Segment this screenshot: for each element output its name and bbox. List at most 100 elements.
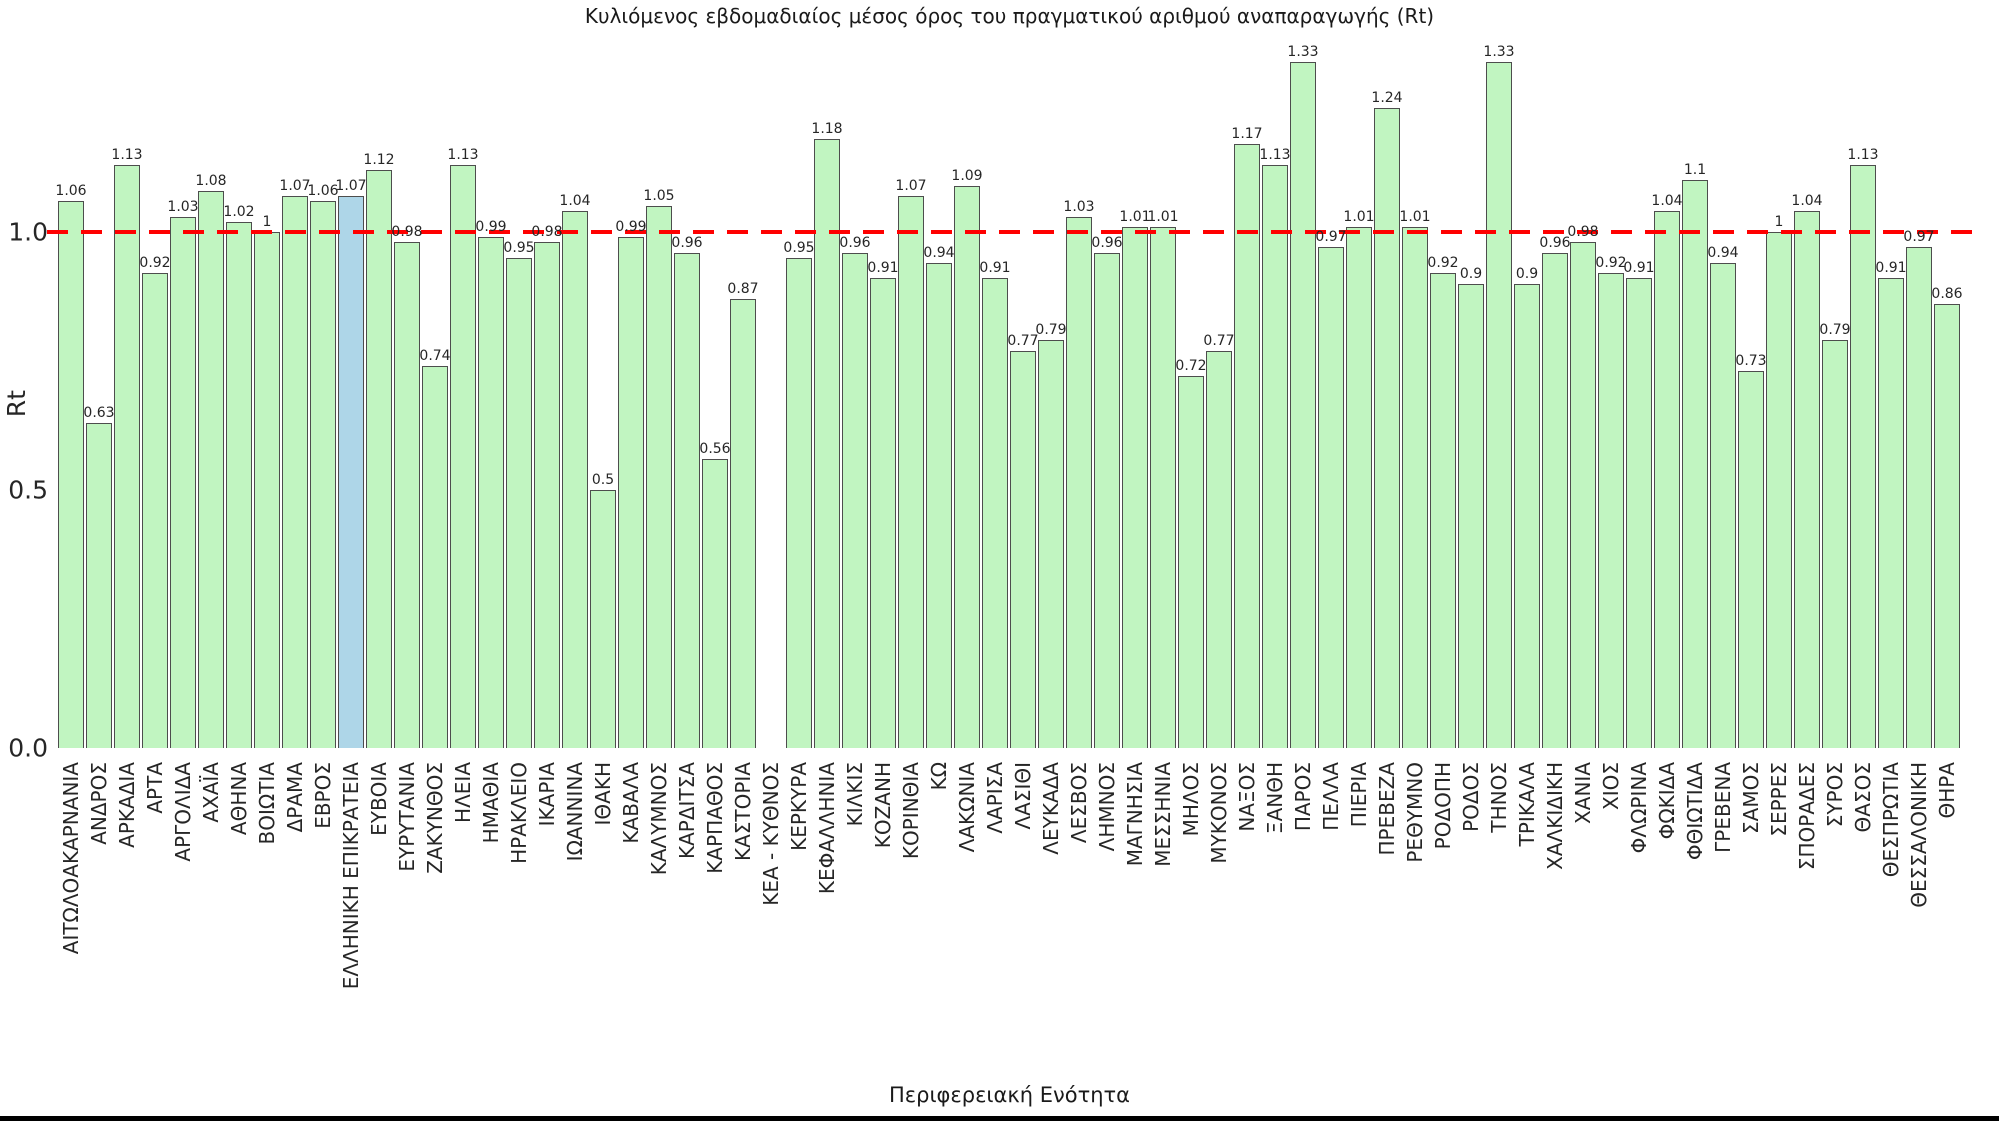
xtick-ΑΧΑΪΑ: ΑΧΑΪΑ: [199, 762, 223, 823]
bar-value-label: 0.91: [979, 260, 1011, 276]
bar-value-label: 1.05: [643, 188, 675, 204]
bar-ΑΧΑΪΑ: [198, 191, 224, 748]
xtick-ΜΥΚΟΝΟΣ: ΜΥΚΟΝΟΣ: [1207, 762, 1231, 864]
bar-value-label: 0.96: [1091, 235, 1123, 251]
xtick-ΑΝΔΡΟΣ: ΑΝΔΡΟΣ: [87, 762, 111, 845]
xtick-ΠΑΡΟΣ: ΠΑΡΟΣ: [1291, 762, 1315, 832]
bar-value-label: 0.9: [1515, 266, 1539, 282]
xtick-ΚΑΡΔΙΤΣΑ: ΚΑΡΔΙΤΣΑ: [675, 762, 699, 859]
xtick-ΗΛΕΙΑ: ΗΛΕΙΑ: [451, 762, 475, 823]
xtick-ΚΕΑ - ΚΥΘΝΟΣ: ΚΕΑ - ΚΥΘΝΟΣ: [759, 762, 783, 906]
bar-value-label: 0.96: [839, 235, 871, 251]
xtick-ΖΑΚΥΝΘΟΣ: ΖΑΚΥΝΘΟΣ: [423, 762, 447, 874]
bar-ΓΡΕΒΕΝΑ: [1710, 263, 1736, 748]
bar-value-label: 0.72: [1175, 358, 1207, 374]
xtick-ΚΑΒΑΛΑ: ΚΑΒΑΛΑ: [619, 762, 643, 844]
x-axis-label: Περιφερειακή Ενότητα: [888, 1083, 1131, 1107]
bar-value-label: 1.02: [223, 204, 255, 220]
bar-value-label: 0.9: [1459, 266, 1483, 282]
plot-area: 1.06 0.63 1.13 0.92 1.03 1.08 1.02 1 1.07 1.06 1.0…: [47, 40, 1976, 748]
xtick-ΤΡΙΚΑΛΑ: ΤΡΙΚΑΛΑ: [1515, 762, 1539, 847]
xtick-ΕΥΡΥΤΑΝΙΑ: ΕΥΡΥΤΑΝΙΑ: [395, 762, 419, 872]
bar-value-label: 1.13: [1259, 147, 1291, 163]
bar-value-label: 1.06: [307, 183, 339, 199]
bottom-border: [0, 1116, 1999, 1121]
bar-ΡΟΔΟΣ: [1458, 284, 1484, 748]
bar-value-label: 1.24: [1371, 90, 1403, 106]
bar-ΚΑΡΔΙΤΣΑ: [674, 253, 700, 748]
bar-value-label: 0.98: [1567, 224, 1599, 240]
bar-ΤΗΝΟΣ: [1486, 62, 1512, 748]
bar-value-label: 0.79: [1819, 322, 1851, 338]
bar-ΜΕΣΣΗΝΙΑ: [1150, 227, 1176, 748]
bar-value-label: 1.13: [1847, 147, 1879, 163]
xtick-ΤΗΝΟΣ: ΤΗΝΟΣ: [1487, 762, 1511, 833]
bar-ΕΥΡΥΤΑΝΙΑ: [394, 242, 420, 748]
xtick-ΘΑΣΟΣ: ΘΑΣΟΣ: [1851, 762, 1875, 833]
bar-ΘΑΣΟΣ: [1850, 165, 1876, 748]
bar-value-label: 0.95: [503, 240, 535, 256]
bar-ΦΩΚΙΔΑ: [1654, 211, 1680, 748]
bar-ΛΗΜΝΟΣ: [1094, 253, 1120, 748]
bar-ΣΕΡΡΕΣ: [1766, 232, 1792, 748]
bar-ΑΝΔΡΟΣ: [86, 423, 112, 748]
bar-ΣΑΜΟΣ: [1738, 371, 1764, 748]
bar-value-label: 1: [1774, 214, 1784, 230]
bar-value-label: 1.18: [811, 121, 843, 137]
bar-value-label: 1.03: [167, 199, 199, 215]
bar-value-label: 0.73: [1735, 353, 1767, 369]
x-axis-tick-labels: ΑΙΤΩΛΟΑΚΑΡΝΑΝΙΑ ΑΝΔΡΟΣ ΑΡΚΑΔΙΑ ΑΡΤΑ ΑΡΓΟΛΙΔΑ…: [57, 762, 1962, 1062]
xtick-ΧΙΟΣ: ΧΙΟΣ: [1599, 762, 1623, 810]
bar-value-label: 0.79: [1035, 322, 1067, 338]
bar-ΑΙΤΩΛΟΑΚΑΡΝΑΝΙΑ: [58, 201, 84, 748]
xtick-ΑΙΤΩΛΟΑΚΑΡΝΑΝΙΑ: ΑΙΤΩΛΟΑΚΑΡΝΑΝΙΑ: [59, 762, 83, 955]
xtick-ΚΟΖΑΝΗ: ΚΟΖΑΝΗ: [871, 762, 895, 849]
bar-ΧΙΟΣ: [1598, 273, 1624, 748]
xtick-ΡΟΔΟΠΗ: ΡΟΔΟΠΗ: [1431, 762, 1455, 850]
bar-ΚΟΖΑΝΗ: [870, 278, 896, 748]
bar-ΗΛΕΙΑ: [450, 165, 476, 748]
xtick-ΠΙΕΡΙΑ: ΠΙΕΡΙΑ: [1347, 762, 1371, 828]
xtick-ΚΟΡΙΝΘΙΑ: ΚΟΡΙΝΘΙΑ: [899, 762, 923, 860]
bar-value-label: 0.97: [1315, 229, 1347, 245]
bar-value-label: 0.98: [531, 224, 563, 240]
xtick-ΘΕΣΣΑΛΟΝΙΚΗ: ΘΕΣΣΑΛΟΝΙΚΗ: [1907, 762, 1931, 908]
xtick-ΛΗΜΝΟΣ: ΛΗΜΝΟΣ: [1095, 762, 1119, 852]
xtick-ΡΕΘΥΜΝΟ: ΡΕΘΥΜΝΟ: [1403, 762, 1427, 863]
bar-ΚΕΡΚΥΡΑ: [786, 258, 812, 748]
bar-value-label: 0.98: [391, 224, 423, 240]
bar-value-label: 0.94: [923, 245, 955, 261]
bar-value-label: 0.95: [783, 240, 815, 256]
xtick-ΛΑΣΙΘΙ: ΛΑΣΙΘΙ: [1011, 762, 1035, 830]
xtick-ΦΘΙΩΤΙΔΑ: ΦΘΙΩΤΙΔΑ: [1683, 762, 1707, 861]
bar-value-label: 1.01: [1343, 209, 1375, 225]
bar-ΗΜΑΘΙΑ: [478, 237, 504, 748]
y-axis-label: Rt: [2, 390, 31, 418]
bar-value-label: 1.33: [1287, 44, 1319, 60]
bar-ΘΗΡΑ: [1934, 304, 1960, 748]
bar-value-label: 1.13: [111, 147, 143, 163]
xtick-ΚΩ: ΚΩ: [927, 762, 951, 791]
bar-ΛΕΥΚΑΔΑ: [1038, 340, 1064, 748]
xtick-ΗΜΑΘΙΑ: ΗΜΑΘΙΑ: [479, 762, 503, 844]
bar-value-label: 0.96: [1539, 235, 1571, 251]
bar-ΝΑΞΟΣ: [1234, 144, 1260, 748]
xtick-ΞΑΝΘΗ: ΞΑΝΘΗ: [1263, 762, 1287, 835]
xtick-ΚΕΦΑΛΛΗΝΙΑ: ΚΕΦΑΛΛΗΝΙΑ: [815, 762, 839, 895]
xtick-ΝΑΞΟΣ: ΝΑΞΟΣ: [1235, 762, 1259, 832]
bar-value-label: 1.06: [55, 183, 87, 199]
bar-ΚΑΛΥΜΝΟΣ: [646, 206, 672, 748]
bar-ΛΑΡΙΣΑ: [982, 278, 1008, 748]
xtick-ΚΑΣΤΟΡΙΑ: ΚΑΣΤΟΡΙΑ: [731, 762, 755, 862]
bar-ΚΩ: [926, 263, 952, 748]
ytick-0.0: 0.0: [8, 733, 48, 763]
bar-ΒΟΙΩΤΙΑ: [254, 232, 280, 748]
bar-value-label: 1.04: [559, 193, 591, 209]
bar-ΡΕΘΥΜΝΟ: [1402, 227, 1428, 748]
bar-ΦΘΙΩΤΙΔΑ: [1682, 180, 1708, 748]
xtick-ΜΕΣΣΗΝΙΑ: ΜΕΣΣΗΝΙΑ: [1151, 762, 1175, 867]
bar-ΠΙΕΡΙΑ: [1346, 227, 1372, 748]
xtick-ΛΕΥΚΑΔΑ: ΛΕΥΚΑΔΑ: [1039, 762, 1063, 855]
bar-value-label: 0.99: [615, 219, 647, 235]
